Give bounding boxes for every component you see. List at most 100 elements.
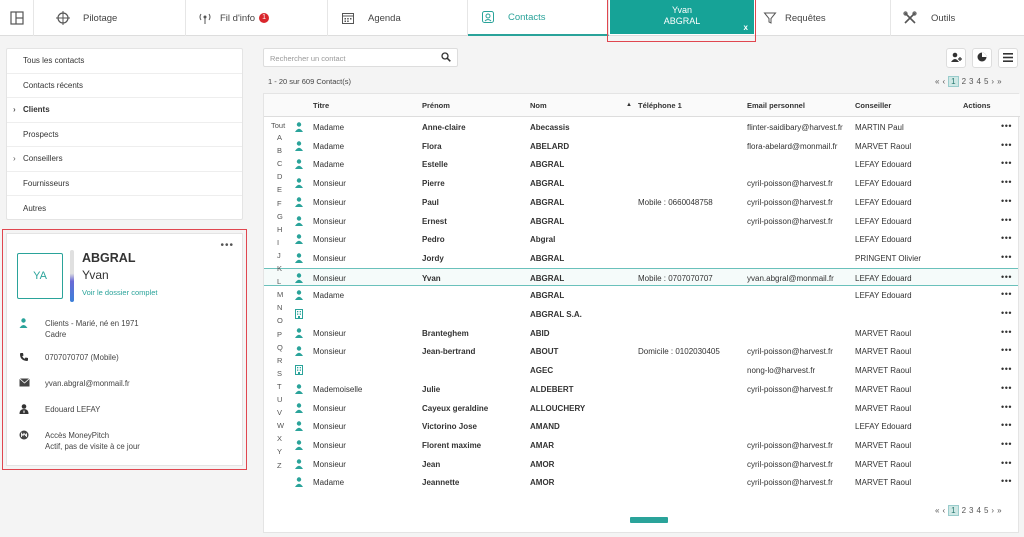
- alphabet-letter[interactable]: W: [277, 421, 285, 431]
- first-page-button[interactable]: «: [935, 506, 940, 515]
- tab-pilotage[interactable]: Pilotage: [34, 0, 186, 36]
- table-row[interactable]: Monsieur Jean-bertrand ABOUT Domicile : 010…: [264, 342, 1018, 361]
- table-row[interactable]: Monsieur Yvan ABGRAL Mobile : 0707070707 yva…: [264, 267, 1018, 287]
- tab-requetes[interactable]: Requêtes: [753, 0, 891, 36]
- table-row[interactable]: Monsieur Pierre ABGRAL cyril-poisson@harves…: [264, 174, 1018, 193]
- alphabet-letter[interactable]: L: [277, 277, 282, 287]
- alphabet-letter[interactable]: Q: [277, 342, 283, 352]
- stats-button[interactable]: [972, 48, 992, 68]
- row-actions-icon[interactable]: •••: [1001, 158, 1012, 169]
- tab-home[interactable]: [0, 0, 34, 36]
- row-actions-icon[interactable]: •••: [1001, 271, 1012, 282]
- table-row[interactable]: Madame Estelle ABGRAL LEFAY Edouard •••: [264, 155, 1018, 174]
- row-actions-icon[interactable]: •••: [1001, 364, 1012, 375]
- menu-item-all[interactable]: Tous les contacts: [7, 49, 242, 74]
- alphabet-letter[interactable]: E: [277, 185, 283, 195]
- row-actions-icon[interactable]: •••: [1001, 121, 1012, 131]
- tab-contacts[interactable]: Contacts: [468, 0, 609, 36]
- page-2-button[interactable]: 2: [961, 506, 967, 515]
- table-row[interactable]: Monsieur Jordy ABGRAL PRINGENT Olivier •••: [264, 249, 1018, 268]
- page-5-button[interactable]: 5: [983, 77, 989, 86]
- row-actions-icon[interactable]: •••: [1001, 382, 1012, 393]
- more-options-icon[interactable]: •••: [220, 240, 234, 251]
- alphabet-letter[interactable]: M: [277, 290, 284, 300]
- row-actions-icon[interactable]: •••: [1001, 195, 1012, 206]
- table-row[interactable]: Monsieur Jean AMOR cyril-poisson@harvest.fr…: [264, 455, 1018, 474]
- alphabet-letter[interactable]: D: [277, 172, 283, 182]
- alphabet-letter[interactable]: P: [277, 329, 283, 339]
- alphabet-letter[interactable]: H: [277, 224, 283, 234]
- next-page-button[interactable]: ›: [991, 506, 995, 515]
- row-actions-icon[interactable]: •••: [1001, 326, 1012, 337]
- alphabet-letter[interactable]: J: [277, 250, 281, 260]
- close-icon[interactable]: x: [743, 23, 748, 32]
- table-row[interactable]: Monsieur Cayeux geraldine ALLOUCHERY MARVET…: [264, 399, 1018, 418]
- alphabet-letter[interactable]: Y: [277, 447, 283, 457]
- table-row[interactable]: Madame Anne-claire Abecassis flinter-saidib…: [264, 118, 1018, 137]
- table-row[interactable]: Monsieur Pedro Abgral LEFAY Edouard •••: [264, 230, 1018, 249]
- open-contact-tab[interactable]: Yvan ABGRAL x: [610, 0, 754, 34]
- alphabet-letter[interactable]: F: [277, 198, 282, 208]
- add-contact-button[interactable]: [946, 48, 966, 68]
- table-row[interactable]: ABGRAL S.A. •••: [264, 305, 1018, 324]
- row-actions-icon[interactable]: •••: [1001, 289, 1012, 300]
- row-actions-icon[interactable]: •••: [1001, 139, 1012, 150]
- table-row[interactable]: Madame Flora ABELARD flora-abelard@monmail.…: [264, 137, 1018, 156]
- page-4-button[interactable]: 4: [976, 77, 981, 86]
- alphabet-letter[interactable]: C: [277, 159, 283, 169]
- prev-page-button[interactable]: ‹: [942, 506, 946, 515]
- tab-fil-info[interactable]: Fil d'info 1: [186, 0, 328, 36]
- row-actions-icon[interactable]: •••: [1001, 476, 1012, 487]
- menu-item-fournisseurs[interactable]: Fournisseurs: [7, 172, 242, 196]
- column-header-nom[interactable]: Nom: [530, 101, 547, 110]
- table-row[interactable]: AGEC nong-lo@harvest.fr MARVET Raoul •••: [264, 361, 1018, 380]
- table-row[interactable]: Mademoiselle Julie ALDEBERT cyril-poisson@h…: [264, 380, 1018, 399]
- tab-outils[interactable]: Outils: [891, 0, 1024, 36]
- table-row[interactable]: Monsieur Florent maxime AMAR cyril-poisson@…: [264, 436, 1018, 455]
- table-row[interactable]: Monsieur Victorino Jose AMAND LEFAY Edouard…: [264, 417, 1018, 436]
- alphabet-letter[interactable]: A: [277, 133, 283, 142]
- alphabet-letter[interactable]: O: [277, 316, 283, 326]
- row-actions-icon[interactable]: •••: [1001, 457, 1012, 468]
- menu-item-clients[interactable]: › Clients: [7, 98, 242, 123]
- alphabet-letter[interactable]: Tout: [271, 121, 286, 130]
- alphabet-letter[interactable]: I: [277, 237, 280, 247]
- page-4-button[interactable]: 4: [976, 506, 981, 515]
- alphabet-letter[interactable]: T: [277, 381, 282, 391]
- table-row[interactable]: Monsieur Paul ABGRAL Mobile : 0660048758 cyr…: [264, 193, 1018, 212]
- alphabet-letter[interactable]: G: [277, 211, 283, 221]
- view-full-file-link[interactable]: Voir le dossier complet: [82, 288, 158, 297]
- row-actions-icon[interactable]: •••: [1001, 308, 1012, 318]
- tab-agenda[interactable]: Agenda: [328, 0, 468, 36]
- last-page-button[interactable]: »: [997, 506, 1002, 515]
- alphabet-letter[interactable]: R: [277, 355, 283, 365]
- row-actions-icon[interactable]: •••: [1001, 214, 1012, 225]
- page-1-button[interactable]: 1: [948, 505, 959, 516]
- menu-item-recent[interactable]: Contacts récents: [7, 74, 242, 98]
- table-row[interactable]: Monsieur Branteghem ABID MARVET Raoul •••: [264, 324, 1018, 343]
- next-page-button[interactable]: ›: [991, 77, 995, 86]
- alphabet-letter[interactable]: U: [277, 395, 283, 404]
- sort-asc-icon[interactable]: ▲: [626, 102, 632, 108]
- search-icon[interactable]: [441, 52, 451, 65]
- row-actions-icon[interactable]: •••: [1001, 233, 1012, 244]
- table-row[interactable]: Madame ABGRAL LEFAY Edouard •••: [264, 286, 1018, 305]
- table-row[interactable]: Madame Jeannette AMOR cyril-poisson@harvest…: [264, 473, 1018, 492]
- search-input[interactable]: Rechercher un contact: [263, 48, 458, 67]
- column-header-prenom[interactable]: Prénom: [422, 101, 450, 110]
- alphabet-letter[interactable]: K: [277, 264, 283, 273]
- alphabet-letter[interactable]: Z: [277, 460, 282, 470]
- menu-item-prospects[interactable]: Prospects: [7, 123, 242, 147]
- row-actions-icon[interactable]: •••: [1001, 401, 1012, 412]
- column-header-email[interactable]: Email personnel: [747, 101, 805, 110]
- table-row[interactable]: Monsieur Ernest ABGRAL cyril-poisson@harves…: [264, 212, 1018, 231]
- page-3-button[interactable]: 3: [969, 506, 974, 515]
- page-2-button[interactable]: 2: [961, 77, 967, 86]
- alphabet-letter[interactable]: N: [277, 303, 283, 313]
- row-actions-icon[interactable]: •••: [1001, 438, 1012, 449]
- row-actions-icon[interactable]: •••: [1001, 420, 1012, 431]
- row-actions-icon[interactable]: •••: [1001, 345, 1012, 356]
- alphabet-letter[interactable]: B: [277, 146, 283, 156]
- row-actions-icon[interactable]: •••: [1001, 177, 1012, 188]
- menu-item-conseillers[interactable]: › Conseillers: [7, 147, 242, 172]
